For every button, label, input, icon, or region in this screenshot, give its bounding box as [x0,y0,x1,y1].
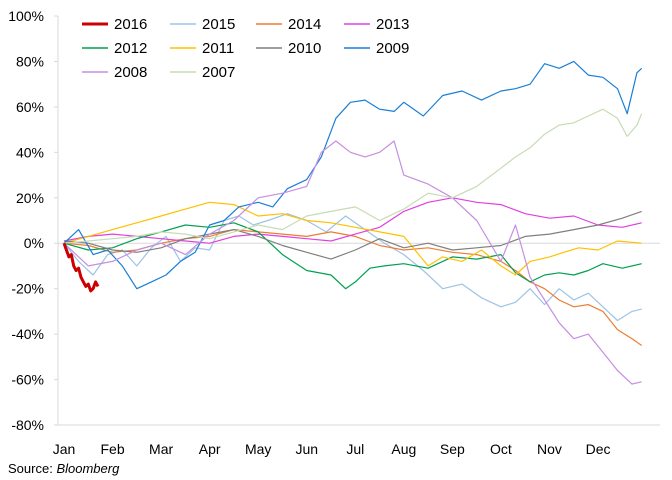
series-line-2009 [63,60,643,290]
x-tick-label: Sep [440,441,465,457]
series-line-2010 [63,210,642,260]
y-tick-label: -80% [11,417,44,433]
series-line-2007 [63,108,643,244]
series-line-2008 [63,140,642,385]
x-tick-label: Jan [53,441,76,457]
y-tick-label: 80% [16,53,44,69]
y-tick-label: -60% [11,372,44,388]
x-tick-label: Oct [490,441,512,457]
y-tick-label: 40% [16,144,44,160]
series-line-2013 [63,197,642,244]
x-tick-label: Nov [537,441,562,457]
series-line-2012 [63,222,642,290]
x-tick-label: Jun [295,441,318,457]
y-tick-label: 20% [16,190,44,206]
source-note: Source: Bloomberg [8,461,119,476]
source-label: Source: [8,461,53,476]
series-line-2016 [62,242,100,293]
legend-label-2015: 2015 [202,16,235,33]
series-line-2011 [63,201,642,276]
x-tick-label: Apr [199,441,221,457]
legend-label-2010: 2010 [288,40,321,57]
x-tick-label: Dec [586,441,611,457]
x-tick-label: May [245,441,271,457]
legend-label-2016: 2016 [114,16,147,33]
x-tick-label: Mar [149,441,173,457]
source-name: Bloomberg [56,461,120,476]
legend-label-2009: 2009 [376,40,409,57]
y-tick-label: -20% [11,281,44,297]
legend-label-2013: 2013 [376,16,409,33]
legend-label-2012: 2012 [114,40,147,57]
x-tick-label: Feb [100,441,124,457]
y-tick-label: 100% [8,8,44,24]
x-tick-label: Aug [391,441,416,457]
series-line-2014 [63,229,643,346]
x-tick-label: Jul [346,441,364,457]
y-tick-label: 60% [16,99,44,115]
y-tick-label: -40% [11,326,44,342]
legend-label-2008: 2008 [114,64,147,81]
legend-label-2011: 2011 [202,40,234,57]
legend-label-2014: 2014 [288,16,321,33]
legend-label-2007: 2007 [202,64,235,81]
y-tick-label: 0% [24,235,44,251]
series-line-2015 [63,213,642,322]
